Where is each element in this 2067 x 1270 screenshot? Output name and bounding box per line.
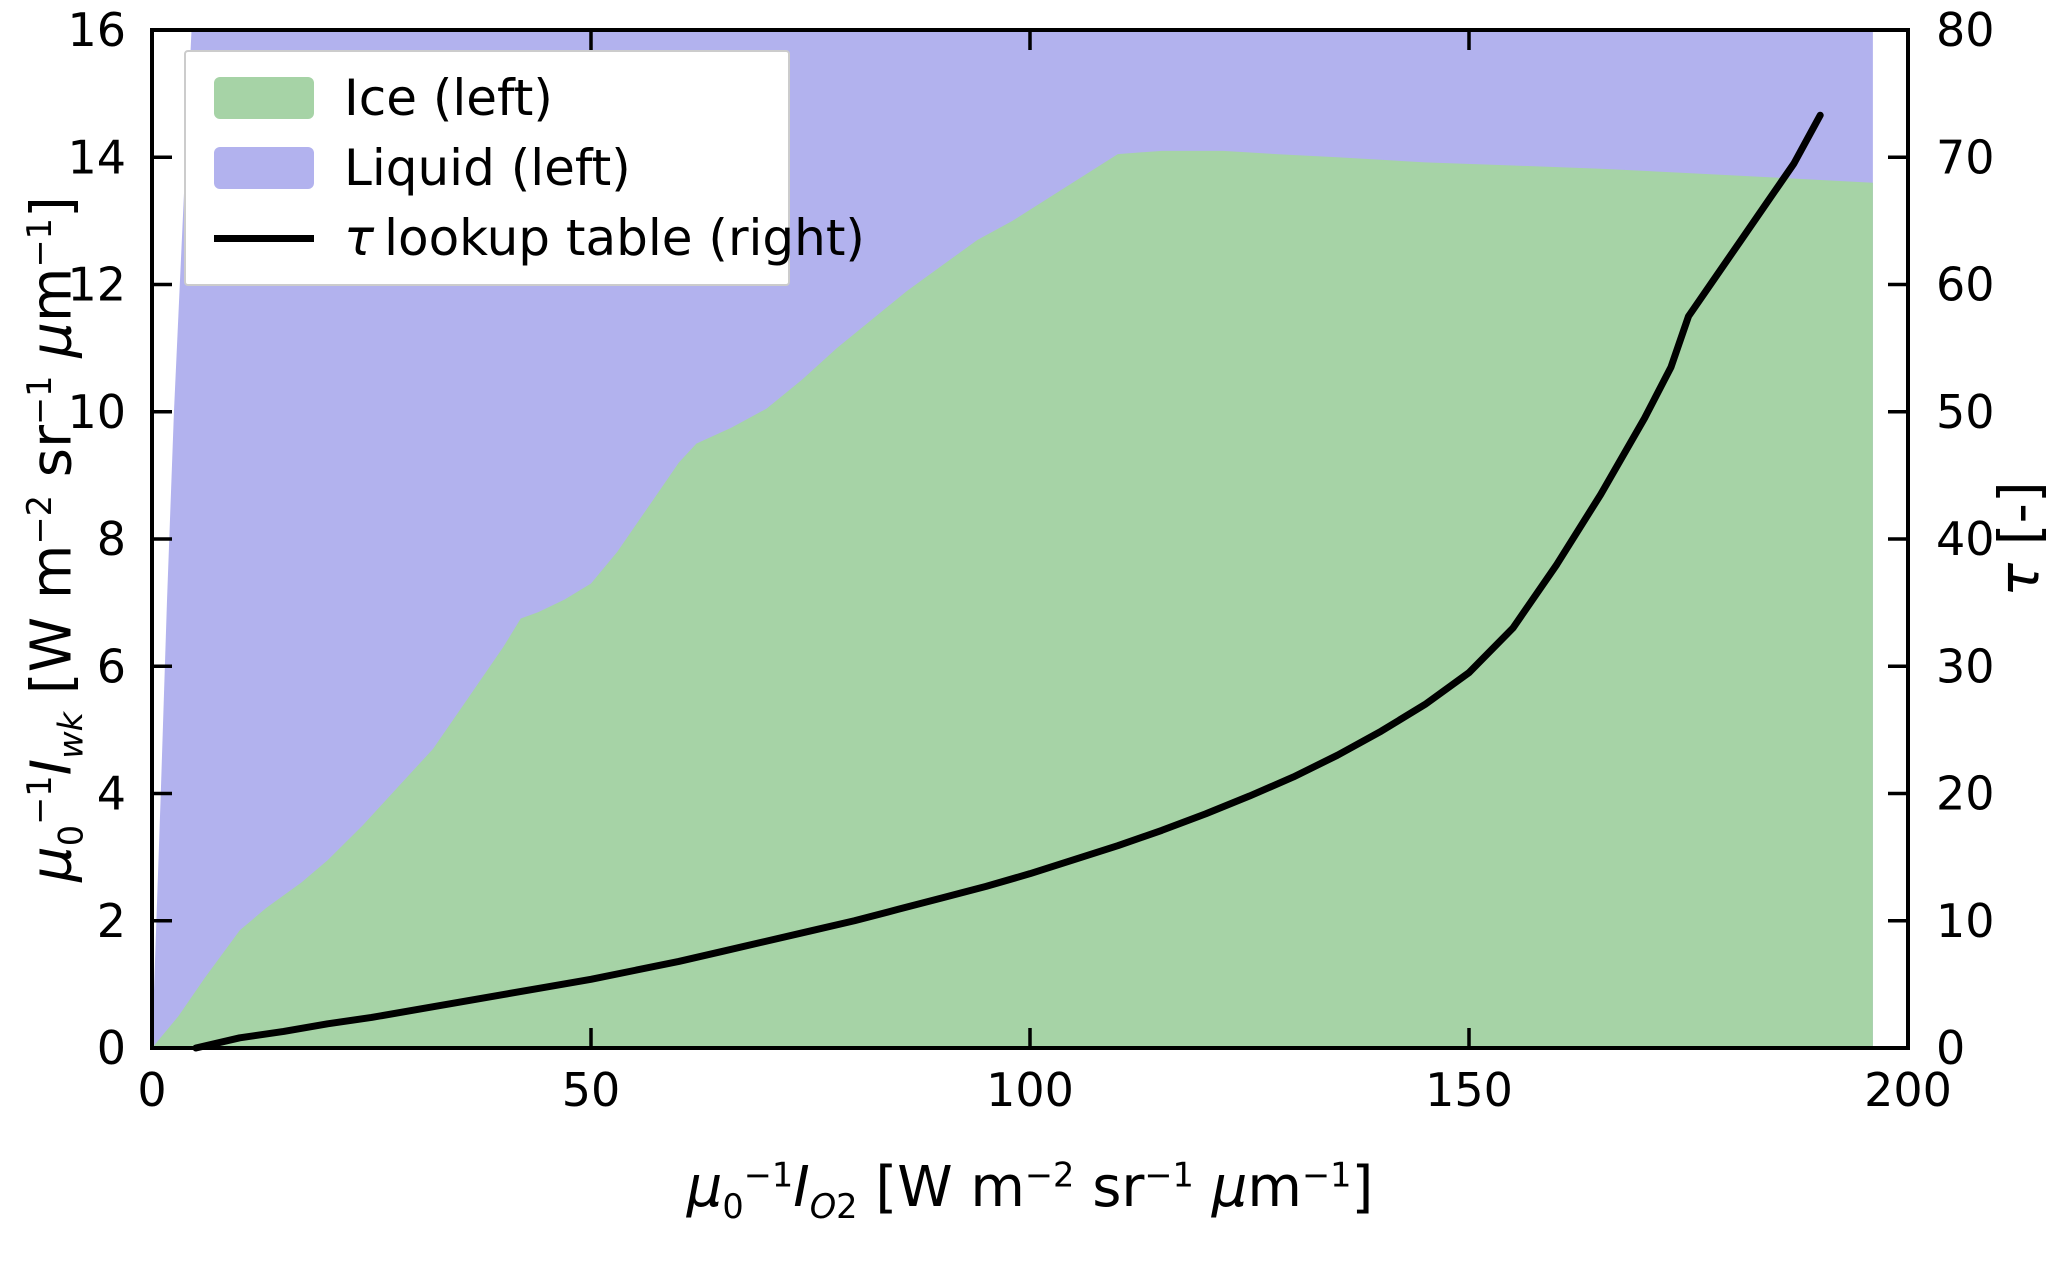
legend-item-liquid: Liquid (left) (214, 139, 760, 197)
ice-area-swatch (214, 77, 314, 119)
ice-area (152, 150, 1873, 1048)
legend-label-liquid: Liquid (left) (344, 139, 631, 197)
x-tick-label: 0 (137, 1063, 166, 1117)
legend-item-tau: τ lookup table (right) (214, 209, 865, 267)
y-tick-label-left: 8 (97, 512, 126, 566)
y-tick-label-left: 4 (97, 767, 126, 821)
legend-label-tau: τ lookup table (right) (344, 209, 865, 267)
tau-line (192, 111, 1824, 1052)
y-tick-label-left: 0 (97, 1021, 126, 1075)
legend-item-ice: Ice (left) (214, 69, 760, 127)
y-tick-label-left: 16 (67, 3, 126, 57)
y-axis-label-left: μ0−1Iwk [W m−2 sr−1 μm−1] (19, 196, 91, 882)
y-tick-label-right: 60 (1936, 258, 1995, 312)
y-tick-label-right: 0 (1936, 1021, 1965, 1075)
x-axis-label: μ0−1IO2 [W m−2 sr−1 μm−1] (686, 1155, 1374, 1227)
y-tick-label-right: 50 (1936, 385, 1995, 439)
x-tick-label: 100 (986, 1063, 1074, 1117)
y-tick-label-right: 30 (1936, 639, 1995, 693)
liquid-area-swatch (214, 147, 314, 189)
y-tick-label-left: 12 (67, 258, 126, 312)
y-tick-label-left: 10 (67, 385, 126, 439)
legend-label-ice: Ice (left) (344, 69, 553, 127)
y-tick-label-right: 20 (1936, 767, 1995, 821)
y-axis-label-right: τ [-] (1987, 481, 2053, 597)
x-tick-label: 150 (1425, 1063, 1513, 1117)
y-tick-label-left: 14 (67, 130, 126, 184)
x-tick-label: 200 (1864, 1063, 1952, 1117)
legend: Ice (left) Liquid (left) τ lookup table … (184, 50, 865, 286)
y-tick-label-right: 10 (1936, 894, 1995, 948)
y-tick-label-right: 40 (1936, 512, 1995, 566)
y-tick-label-left: 2 (97, 894, 126, 948)
x-tick-label: 50 (562, 1063, 621, 1117)
y-tick-label-right: 70 (1936, 130, 1995, 184)
y-tick-label-left: 6 (97, 639, 126, 693)
y-tick-label-right: 80 (1936, 3, 1995, 57)
tau-line-swatch (214, 217, 314, 259)
